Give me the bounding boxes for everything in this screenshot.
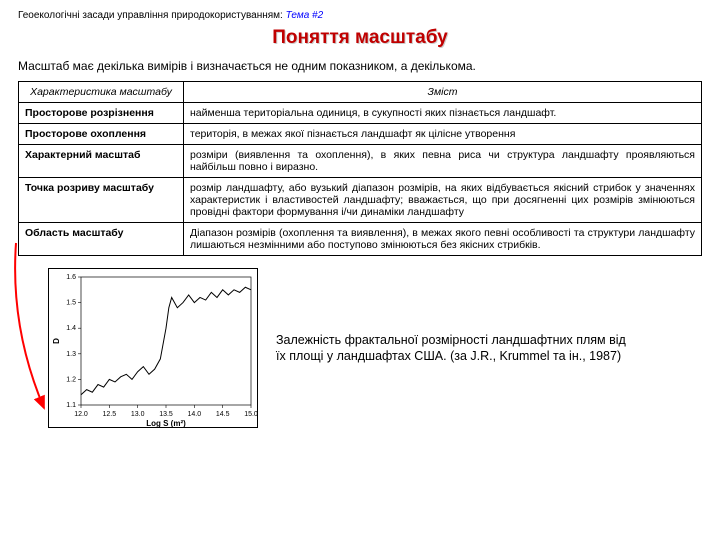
svg-text:1.3: 1.3 [66, 351, 76, 358]
svg-text:13.0: 13.0 [131, 411, 145, 418]
table-row: Область масштабу Діапазон розмірів (охоп… [19, 223, 702, 256]
header-topic: Тема #2 [286, 10, 324, 21]
th-characteristic: Характеристика масштабу [19, 82, 184, 103]
svg-text:13.5: 13.5 [159, 411, 173, 418]
header-line: Геоекологічні засади управління природок… [18, 10, 702, 21]
cell-c2: найменша територіальна одиниця, в сукупн… [184, 103, 702, 124]
fractal-chart: 1.1 1.2 1.3 1.4 1.5 1.6 12.0 12.5 13.0 13.5 14.0 14… [48, 268, 258, 428]
svg-text:12.0: 12.0 [74, 411, 88, 418]
table-row: Точка розриву масштабу розмір ландшафту,… [19, 178, 702, 223]
svg-text:1.5: 1.5 [66, 300, 76, 307]
svg-text:14.0: 14.0 [188, 411, 202, 418]
cell-c1: Просторове розрізнення [19, 103, 184, 124]
svg-text:1.1: 1.1 [66, 402, 76, 409]
table-row: Просторове охоплення територія, в межах … [19, 124, 702, 145]
intro-text: Масштаб має декілька вимірів і визначаєт… [18, 59, 702, 73]
chart-svg: 1.1 1.2 1.3 1.4 1.5 1.6 12.0 12.5 13.0 13.5 14.0 14… [49, 269, 259, 429]
cell-c1: Область масштабу [19, 223, 184, 256]
bottom-area: 1.1 1.2 1.3 1.4 1.5 1.6 12.0 12.5 13.0 13.5 14.0 14… [18, 268, 702, 428]
cell-c1: Характерний масштаб [19, 145, 184, 178]
scale-table: Характеристика масштабу Зміст Просторове… [18, 81, 702, 256]
cell-c1: Точка розриву масштабу [19, 178, 184, 223]
cell-c2: розміри (виявлення та охоплення), в яких… [184, 145, 702, 178]
table-row: Просторове розрізнення найменша територі… [19, 103, 702, 124]
th-content: Зміст [184, 82, 702, 103]
page-title: Поняття масштабу [18, 27, 702, 49]
cell-c2: розмір ландшафту, або вузький діапазон р… [184, 178, 702, 223]
svg-text:1.4: 1.4 [66, 325, 76, 332]
svg-text:14.5: 14.5 [216, 411, 230, 418]
svg-text:1.6: 1.6 [66, 274, 76, 281]
svg-text:15.0: 15.0 [244, 411, 258, 418]
svg-text:12.5: 12.5 [103, 411, 117, 418]
cell-c2: територія, в межах якої пізнається ландш… [184, 124, 702, 145]
table-row: Характерний масштаб розміри (виявлення т… [19, 145, 702, 178]
svg-text:D: D [52, 338, 61, 344]
chart-caption: Залежність фрактальної розмірності ландш… [276, 332, 636, 365]
svg-text:1.2: 1.2 [66, 376, 76, 383]
cell-c2: Діапазон розмірів (охоплення та виявленн… [184, 223, 702, 256]
cell-c1: Просторове охоплення [19, 124, 184, 145]
header-prefix: Геоекологічні засади управління природок… [18, 10, 283, 21]
svg-text:Log S (m²): Log S (m²) [146, 419, 186, 428]
